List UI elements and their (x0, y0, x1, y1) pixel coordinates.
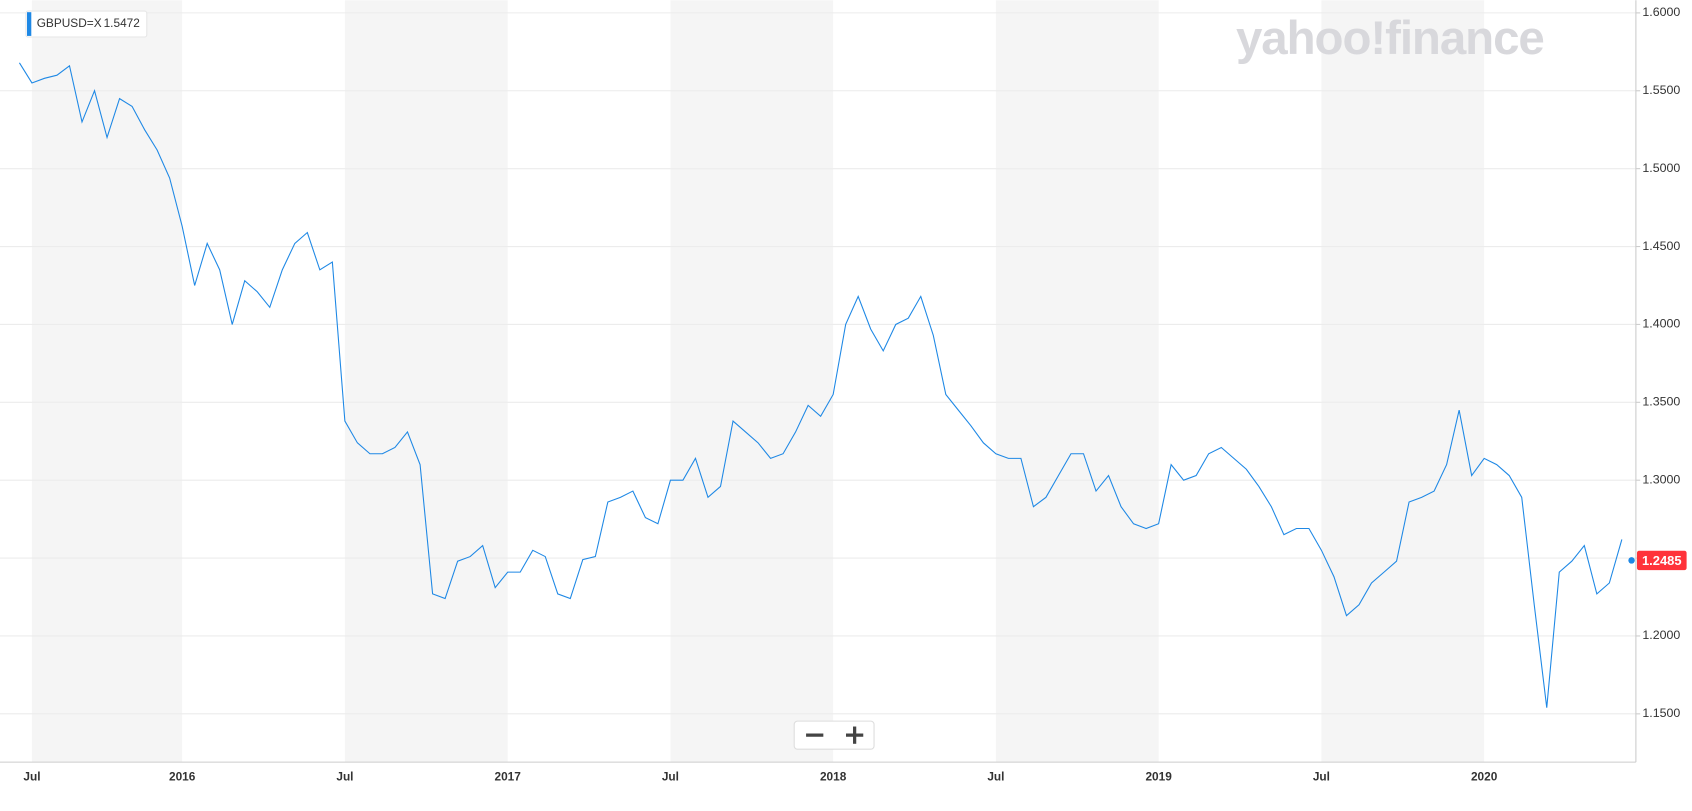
legend-name: GBPUSD=X (37, 16, 102, 30)
x-tick-label: 2018 (820, 769, 847, 783)
current-dot (1628, 557, 1635, 564)
y-tick-label: 1.5500 (1642, 83, 1680, 97)
x-tick-label: 2019 (1145, 769, 1172, 783)
y-tick-label: 1.2000 (1642, 628, 1680, 642)
zoom-out[interactable] (798, 723, 831, 748)
grid (0, 12, 1636, 715)
legend-value: 1.5472 (104, 16, 140, 30)
y-tick-label: 1.4000 (1642, 317, 1680, 331)
y-tick-label: 1.6000 (1642, 5, 1680, 19)
period-band (995, 0, 1159, 763)
x-tick-label: Jul (336, 769, 353, 783)
zoom-controls (793, 720, 875, 750)
x-tick-label: Jul (662, 769, 679, 783)
y-tick-label: 1.1500 (1642, 706, 1680, 720)
current-tag (1636, 550, 1687, 571)
period-band (31, 0, 183, 763)
x-tick-label: 2016 (169, 769, 196, 783)
x-tick-label: Jul (1313, 769, 1330, 783)
period-band (1321, 0, 1485, 763)
y-tick-label: 1.5000 (1642, 161, 1680, 175)
current-label: 1.2485 (1642, 553, 1682, 568)
period-band (344, 0, 508, 763)
period-band (670, 0, 834, 763)
legend-box (25, 10, 148, 38)
axes: Jul 2016 Jul 2017 Jul 2018 Jul 2019 Jul 2020 1.150… (23, 5, 1687, 783)
y-tick-label: 1.3000 (1642, 472, 1680, 486)
x-tick-label: 2017 (494, 769, 521, 783)
zoom-in[interactable] (837, 723, 870, 748)
y-tick-label: 1.4500 (1642, 239, 1680, 253)
y-tick-label: 1.3500 (1642, 395, 1680, 409)
x-tick-label: 2020 (1471, 769, 1498, 783)
legend: GBPUSD=X 1.5472 (25, 10, 148, 38)
x-tick-label: Jul (987, 769, 1004, 783)
x-tick-label: Jul (23, 769, 40, 783)
price-line (18, 62, 1623, 708)
legend-swatch (26, 12, 32, 36)
bands (31, 0, 1485, 763)
plot (18, 62, 1623, 708)
watermark: yahoo!finance (1236, 12, 1544, 65)
